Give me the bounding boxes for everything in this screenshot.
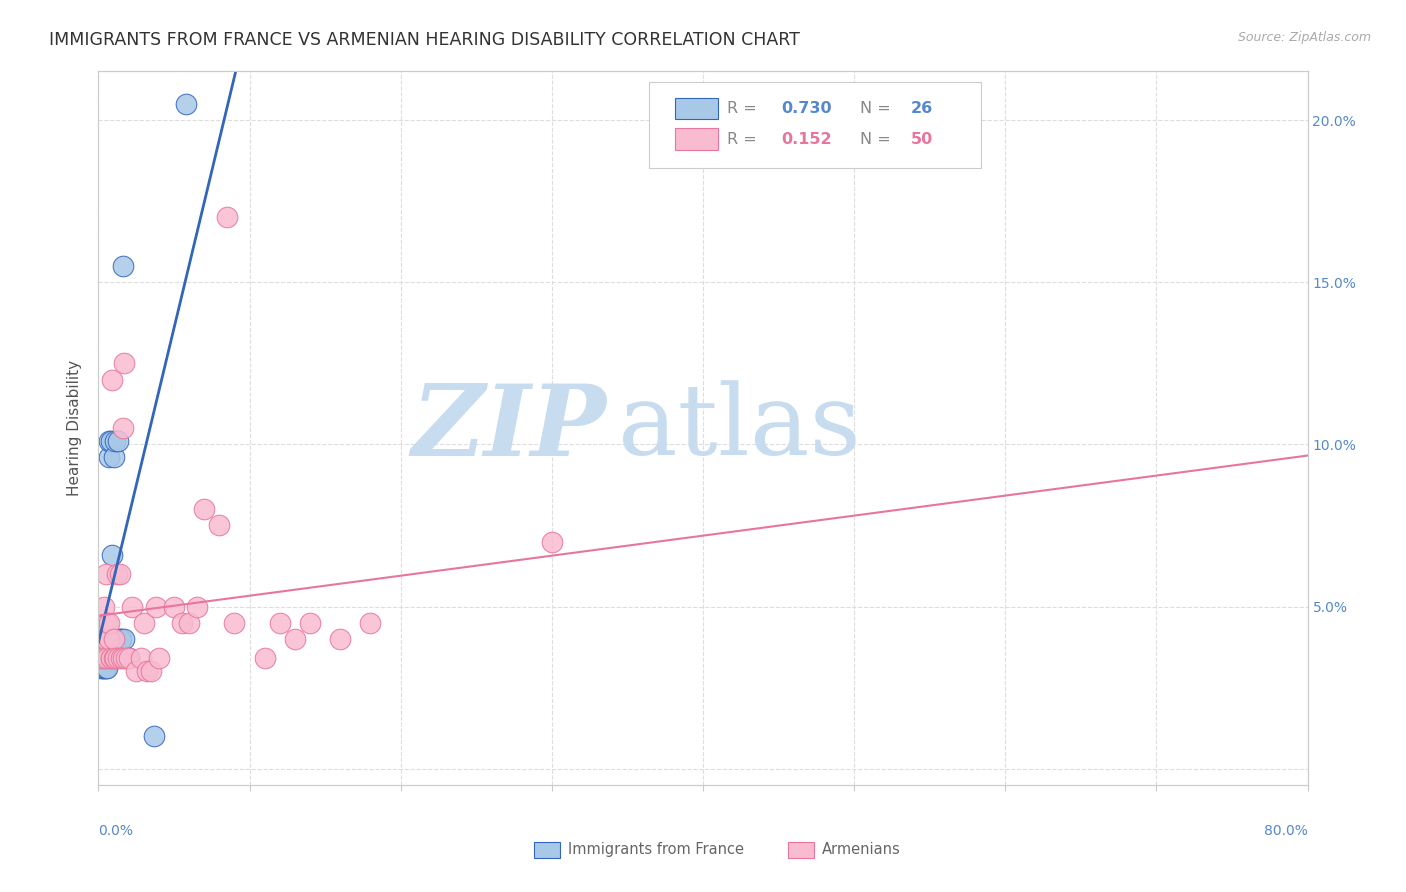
Point (143, 729, 166, 743)
Point (94, 661, 117, 675)
Point (91, 661, 114, 675)
Point (129, 651, 152, 665)
Point (98, 434, 121, 449)
Point (284, 632, 307, 646)
Point (98, 615, 121, 630)
Text: R =: R = (727, 132, 768, 146)
Point (111, 421, 134, 435)
Text: 0.730: 0.730 (782, 101, 832, 116)
Point (98, 632, 121, 646)
Point (90, 661, 112, 675)
FancyBboxPatch shape (787, 842, 814, 858)
Point (93, 599, 115, 614)
Point (174, 96, 197, 111)
Text: 80.0%: 80.0% (1264, 824, 1308, 838)
Point (224, 615, 246, 630)
Point (112, 632, 135, 646)
Point (148, 651, 170, 665)
Point (107, 651, 129, 665)
Point (215, 211, 238, 225)
Point (121, 599, 143, 614)
Point (141, 665, 163, 679)
Point (108, 567, 131, 582)
Point (91, 651, 114, 665)
Text: Armenians: Armenians (821, 842, 900, 856)
Text: Immigrants from France: Immigrants from France (568, 842, 744, 856)
Point (108, 632, 131, 646)
Text: 0.0%: 0.0% (98, 824, 134, 838)
Point (101, 548, 124, 562)
Text: N =: N = (860, 132, 896, 146)
Point (118, 651, 141, 665)
Text: R =: R = (727, 101, 762, 116)
Point (96, 651, 118, 665)
Point (163, 599, 186, 614)
Point (170, 615, 193, 630)
Y-axis label: Hearing Disability: Hearing Disability (67, 360, 83, 496)
Point (91, 651, 114, 665)
Text: ZIP: ZIP (412, 380, 606, 476)
Point (91, 632, 114, 646)
FancyBboxPatch shape (648, 82, 981, 168)
Point (110, 632, 132, 646)
Point (132, 615, 155, 630)
Point (100, 651, 122, 665)
Point (94, 632, 117, 646)
Point (100, 651, 122, 665)
Point (103, 450, 125, 465)
Point (125, 665, 148, 679)
Point (89, 651, 111, 665)
Text: N =: N = (860, 101, 896, 116)
Point (103, 632, 125, 646)
Point (208, 518, 231, 533)
Point (103, 651, 125, 665)
Point (540, 534, 562, 549)
Point (93, 661, 115, 675)
Point (269, 615, 291, 630)
Point (89, 651, 111, 665)
Text: atlas: atlas (619, 380, 860, 476)
Point (193, 502, 215, 516)
Point (179, 615, 201, 630)
Point (118, 651, 141, 665)
Point (96, 615, 118, 630)
Point (104, 651, 127, 665)
Point (135, 665, 157, 679)
Point (111, 259, 134, 273)
Point (101, 372, 124, 386)
Point (360, 615, 382, 630)
Point (186, 599, 208, 614)
FancyBboxPatch shape (675, 128, 717, 150)
Text: 50: 50 (911, 132, 934, 146)
Point (103, 632, 125, 646)
Point (104, 434, 127, 449)
Point (111, 651, 134, 665)
Point (105, 632, 128, 646)
Point (94, 651, 117, 665)
Point (96, 661, 118, 675)
Point (90, 632, 112, 646)
Point (299, 615, 322, 630)
Point (105, 567, 128, 582)
Text: Source: ZipAtlas.com: Source: ZipAtlas.com (1237, 31, 1371, 45)
Point (100, 434, 122, 449)
Point (94, 567, 117, 582)
Text: 26: 26 (911, 101, 934, 116)
Text: IMMIGRANTS FROM FRANCE VS ARMENIAN HEARING DISABILITY CORRELATION CHART: IMMIGRANTS FROM FRANCE VS ARMENIAN HEARI… (49, 31, 800, 49)
Point (90, 651, 112, 665)
Point (93, 651, 115, 665)
Point (93, 651, 115, 665)
Point (112, 356, 135, 370)
Point (253, 651, 276, 665)
Point (145, 599, 167, 614)
Point (114, 651, 136, 665)
FancyBboxPatch shape (534, 842, 561, 858)
Point (98, 450, 121, 465)
Point (329, 632, 352, 646)
Text: 0.152: 0.152 (782, 132, 832, 146)
Point (110, 651, 132, 665)
Point (107, 434, 129, 449)
FancyBboxPatch shape (675, 98, 717, 120)
